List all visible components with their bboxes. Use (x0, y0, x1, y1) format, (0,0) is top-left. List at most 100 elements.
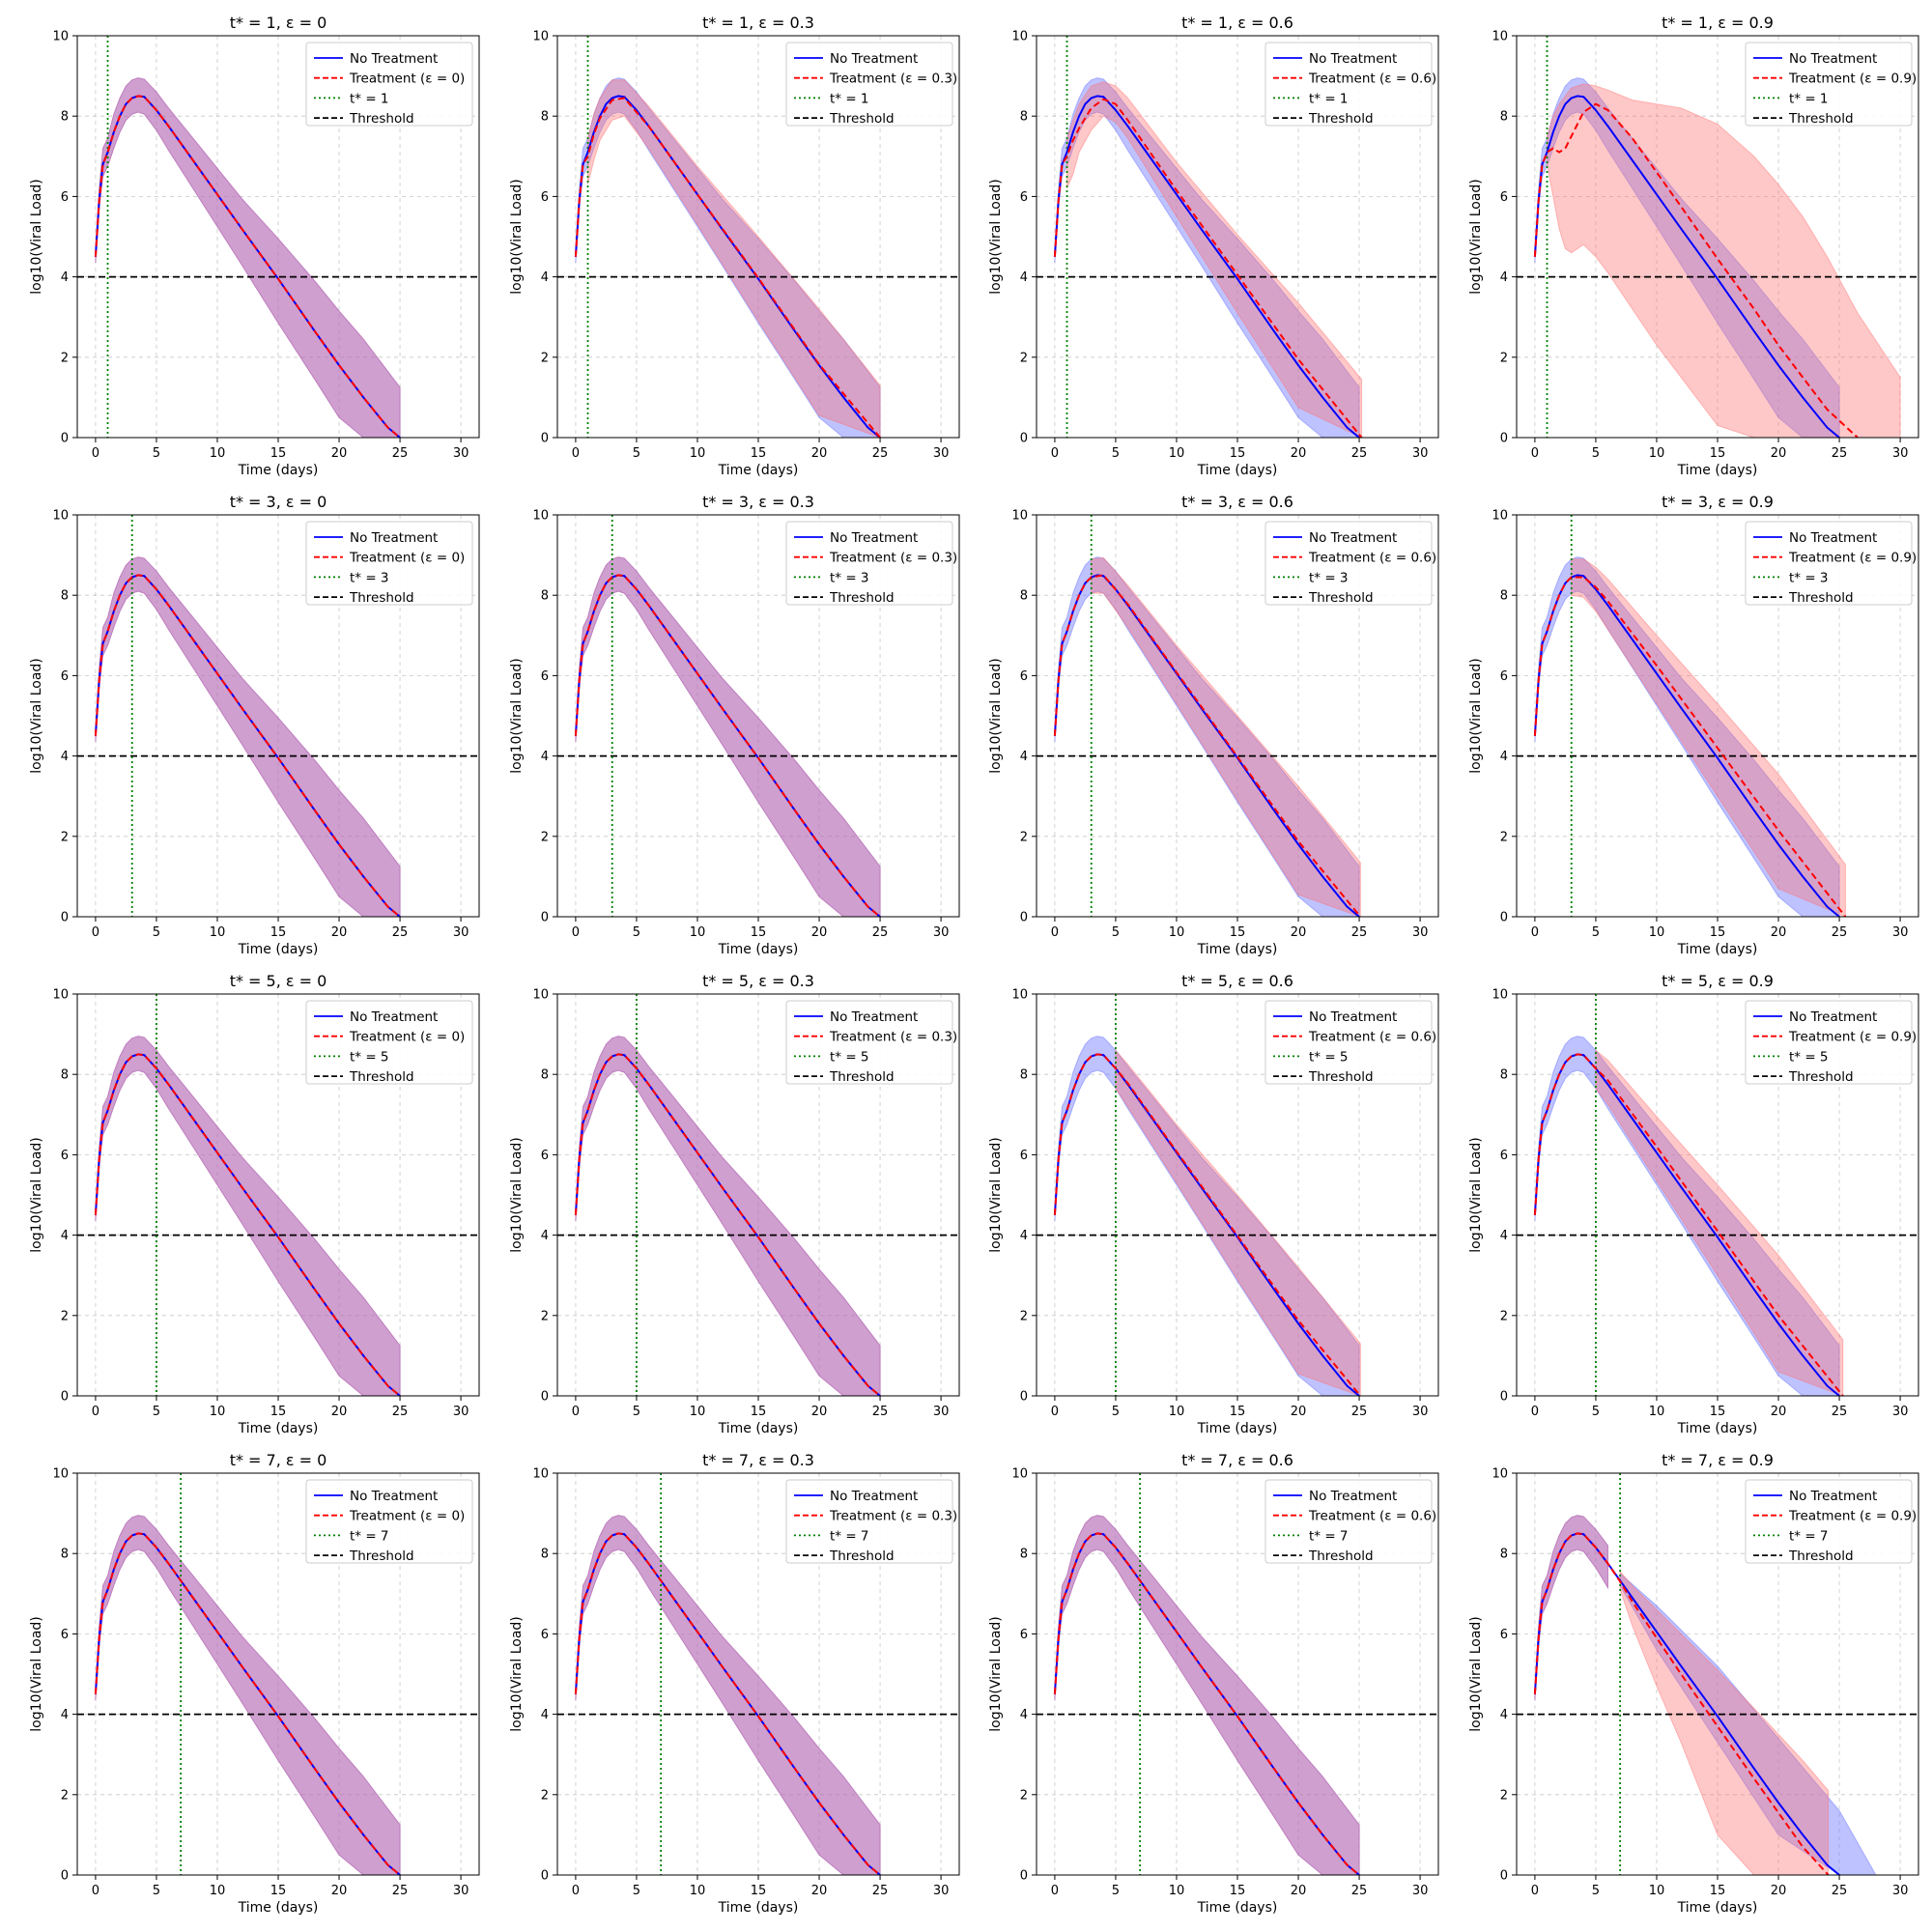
legend-label: No Treatment (1309, 1489, 1397, 1504)
panel-title: t* = 7, ε = 0.6 (1181, 1451, 1293, 1469)
x-tick-label: 30 (453, 1884, 469, 1898)
legend-box (305, 521, 473, 606)
treatment-line (574, 1053, 881, 1396)
x-tick-label: 15 (270, 446, 287, 461)
legend-box (1264, 42, 1433, 127)
y-tick-label: 4 (1500, 750, 1508, 764)
legend-label: No Treatment (830, 51, 918, 67)
legend-label: No Treatment (830, 1009, 918, 1025)
x-tick-label: 30 (933, 1884, 950, 1898)
y-tick-label: 4 (1020, 750, 1028, 764)
x-tick-label: 25 (872, 1884, 889, 1898)
legend-label: Threshold (1308, 111, 1374, 127)
x-tick-label: 30 (1412, 1405, 1429, 1419)
x-axis-label: Time (days) (1677, 1900, 1758, 1916)
y-axis-label: log10(Viral Load) (509, 179, 525, 295)
treatment-line (1053, 1053, 1362, 1396)
y-tick-label: 4 (541, 1229, 549, 1243)
x-tick-label: 30 (933, 446, 950, 461)
legend: No Treatment Treatment (ε = 0.3) t* = 3 Thr… (785, 521, 957, 606)
y-tick-label: 10 (52, 988, 69, 1003)
x-tick-label: 5 (633, 925, 640, 940)
legend: No Treatment Treatment (ε = 0.9) t* = 7 Thr… (1745, 1479, 1917, 1564)
y-tick-label: 6 (1020, 190, 1028, 205)
legend-label: t* = 7 (1789, 1528, 1829, 1544)
y-tick-label: 8 (1500, 589, 1508, 604)
panel-8: 0 5 10 15 20 25 30 0 2 4 6 8 10 Time (days) log10(Vira… (1468, 493, 1919, 957)
legend-label: Treatment (ε = 0.9) (1788, 1030, 1917, 1045)
x-tick-label: 0 (92, 925, 99, 940)
legend-label: No Treatment (1789, 51, 1877, 67)
y-tick-label: 4 (61, 750, 69, 764)
plot-area (1037, 515, 1438, 917)
legend: No Treatment Treatment (ε = 0.6) t* = 3 Thr… (1264, 521, 1436, 606)
y-tick-label: 6 (61, 1628, 69, 1642)
x-tick-label: 15 (1230, 925, 1246, 940)
y-tick-label: 8 (61, 110, 69, 125)
legend-label: Threshold (829, 1548, 895, 1564)
x-tick-label: 25 (1351, 446, 1368, 461)
legend-label: No Treatment (1789, 1009, 1877, 1025)
legend-label: Treatment (ε = 0.3) (829, 1509, 957, 1524)
legend-label: Threshold (1308, 590, 1374, 606)
y-tick-label: 0 (541, 1869, 549, 1884)
treatment-band (1115, 1048, 1361, 1396)
plot-area (557, 1473, 959, 1875)
plot-area (1037, 994, 1438, 1396)
x-tick-label: 10 (690, 925, 706, 940)
legend-box (785, 1000, 953, 1085)
x-tick-label: 25 (1832, 1884, 1848, 1898)
x-tick-label: 15 (1230, 1884, 1246, 1898)
y-tick-label: 0 (61, 432, 69, 446)
x-tick-label: 30 (1892, 446, 1909, 461)
legend: No Treatment Treatment (ε = 0) t* = 7 Thres… (305, 1479, 473, 1564)
legend-label: Treatment (ε = 0.6) (1308, 71, 1436, 87)
y-tick-label: 10 (1492, 30, 1508, 44)
y-axis-label: log10(Viral Load) (988, 658, 1004, 774)
legend-box (1745, 521, 1913, 606)
legend-label: t* = 5 (830, 1049, 869, 1065)
x-tick-label: 25 (392, 1884, 409, 1898)
legend-label: No Treatment (1789, 530, 1877, 546)
y-tick-label: 10 (52, 509, 69, 524)
x-tick-label: 20 (1771, 1405, 1787, 1419)
x-tick-label: 20 (811, 1405, 828, 1419)
x-tick-label: 15 (1710, 446, 1726, 461)
treatment-band (1066, 81, 1363, 438)
treatment-line (94, 1053, 401, 1396)
legend-label: Threshold (829, 111, 895, 127)
x-axis-label: Time (days) (1677, 463, 1758, 478)
x-tick-label: 30 (453, 1405, 469, 1419)
legend-box (785, 521, 953, 606)
y-axis-label: log10(Viral Load) (988, 179, 1004, 295)
panel-3: 0 5 10 15 20 25 30 0 2 4 6 8 10 Time (days) log10(Vira… (988, 14, 1439, 478)
x-tick-label: 10 (1649, 446, 1665, 461)
legend-label: No Treatment (1789, 1489, 1877, 1504)
legend-label: No Treatment (350, 51, 438, 67)
legend-label: Treatment (ε = 0.3) (829, 1030, 957, 1045)
y-tick-label: 4 (1020, 1708, 1028, 1722)
legend-label: Treatment (ε = 0) (349, 1509, 465, 1524)
x-tick-label: 25 (872, 925, 889, 940)
x-axis-label: Time (days) (238, 942, 319, 957)
x-axis-label: Time (days) (718, 463, 799, 478)
y-tick-label: 8 (1020, 110, 1028, 125)
panel-16: 0 5 10 15 20 25 30 0 2 4 6 8 10 Time (days) log10(Vira… (1468, 1451, 1919, 1916)
x-tick-label: 0 (1051, 1884, 1059, 1898)
y-tick-label: 8 (61, 589, 69, 604)
y-tick-label: 0 (61, 1869, 69, 1884)
x-tick-label: 5 (633, 1884, 640, 1898)
treatment-line (94, 95, 401, 438)
x-tick-label: 5 (1592, 446, 1600, 461)
legend: No Treatment Treatment (ε = 0.3) t* = 1 Thr… (785, 42, 957, 127)
legend-label: No Treatment (350, 1009, 438, 1025)
y-tick-label: 8 (61, 1548, 69, 1562)
panel-4: 0 5 10 15 20 25 30 0 2 4 6 8 10 Time (days) log10(Vira… (1468, 14, 1919, 478)
y-axis-label: log10(Viral Load) (509, 1137, 525, 1253)
x-tick-label: 30 (933, 1405, 950, 1419)
y-axis-label: log10(Viral Load) (1468, 179, 1484, 295)
x-tick-label: 0 (1051, 446, 1059, 461)
y-tick-label: 6 (541, 1149, 549, 1163)
y-axis-label: log10(Viral Load) (509, 658, 525, 774)
